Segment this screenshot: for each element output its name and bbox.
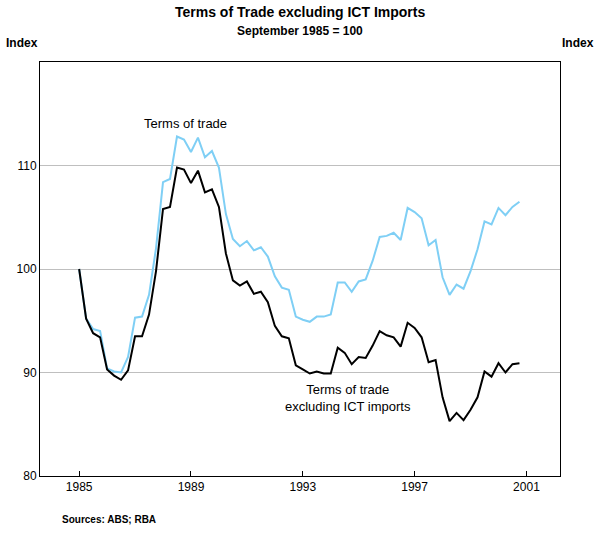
- svg-text:Index: Index: [6, 36, 38, 50]
- svg-text:Terms of Trade excluding ICT I: Terms of Trade excluding ICT Imports: [175, 4, 425, 20]
- svg-text:Index: Index: [562, 36, 594, 50]
- svg-text:2001: 2001: [513, 480, 540, 494]
- svg-text:September 1985 = 100: September 1985 = 100: [237, 24, 363, 38]
- svg-text:1989: 1989: [178, 480, 205, 494]
- svg-text:110: 110: [17, 159, 36, 173]
- svg-text:Terms of trade: Terms of trade: [144, 116, 227, 131]
- svg-text:Terms of tradeexcluding ICT im: Terms of tradeexcluding ICT imports: [285, 382, 411, 414]
- svg-text:1985: 1985: [66, 480, 93, 494]
- svg-text:90: 90: [23, 366, 37, 380]
- svg-text:100: 100: [17, 262, 37, 276]
- svg-text:1993: 1993: [289, 480, 316, 494]
- svg-text:80: 80: [23, 469, 37, 483]
- svg-text:1997: 1997: [401, 480, 428, 494]
- svg-text:Sources: ABS; RBA: Sources: ABS; RBA: [62, 514, 156, 525]
